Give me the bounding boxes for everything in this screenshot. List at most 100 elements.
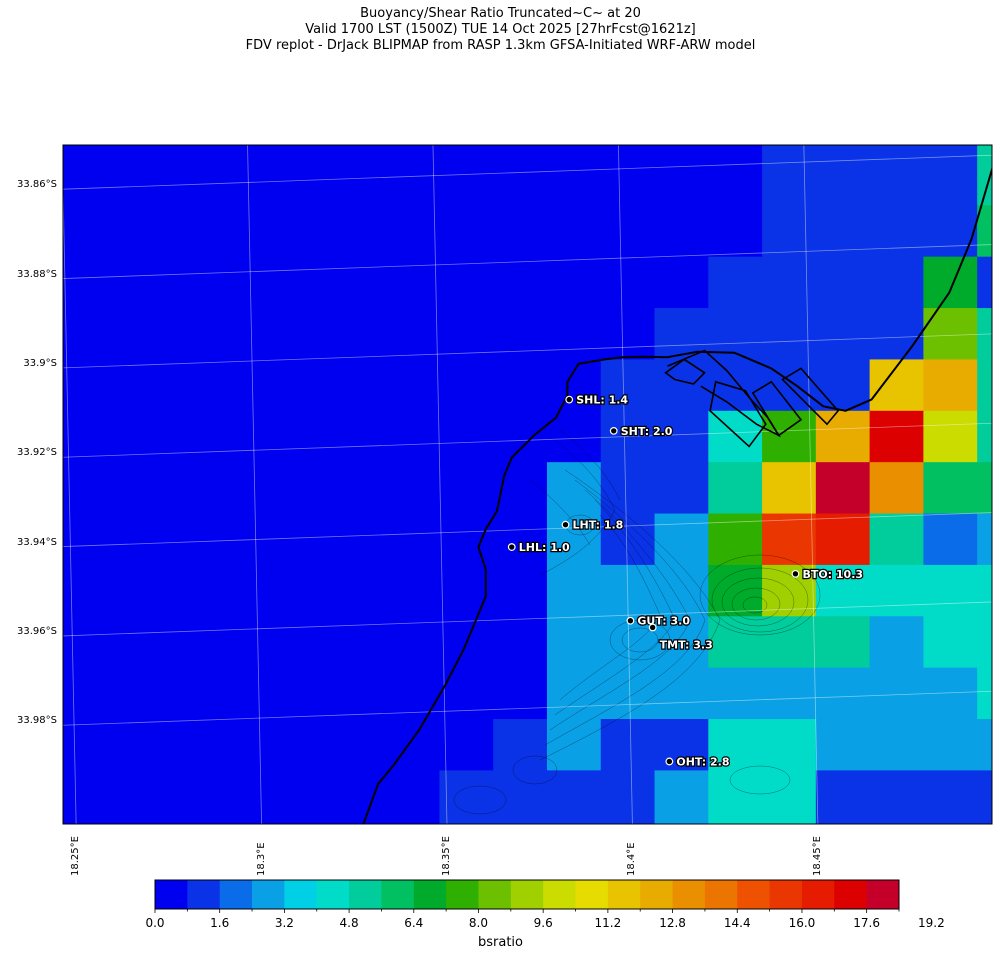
field-cell (116, 564, 172, 617)
field-cell (278, 153, 333, 206)
colorbar-swatch (834, 880, 868, 909)
field-cell (869, 667, 924, 720)
field-cell (493, 770, 548, 824)
field-cell (493, 564, 548, 617)
field-cell (600, 205, 656, 258)
colorbar-tick-label: 3.2 (274, 916, 294, 930)
latitude-label: 33.86°S (17, 179, 57, 191)
field-cell (708, 513, 763, 566)
field-cell (331, 205, 387, 258)
field-cell (977, 616, 992, 669)
field-cell (815, 564, 871, 617)
latitude-label: 33.98°S (17, 715, 57, 727)
colorbar-swatch (704, 880, 738, 909)
field-cell (600, 145, 656, 155)
field-cell (654, 564, 709, 617)
field-cell (385, 359, 441, 412)
field-cell (493, 667, 548, 720)
station-marker[interactable] (648, 623, 657, 632)
field-cell (116, 770, 172, 824)
field-cell (869, 770, 924, 824)
field-cell (170, 205, 225, 258)
station-marker[interactable] (609, 426, 618, 435)
colorbar (154, 879, 900, 913)
field-cell (385, 308, 441, 361)
terrain-contour (729, 765, 791, 795)
field-cell (439, 410, 494, 463)
station-marker[interactable] (561, 520, 570, 529)
field-cell (815, 205, 871, 258)
terrain-contours (453, 429, 821, 815)
station-marker[interactable] (626, 616, 635, 625)
field-cell (923, 359, 978, 412)
field-cell (600, 564, 656, 617)
colorbar-swatch (866, 880, 900, 909)
field-cell (170, 308, 225, 361)
field-cell (600, 256, 656, 309)
parallel-line (63, 512, 992, 547)
field-cell (708, 256, 763, 309)
field-cell (708, 145, 763, 155)
field-cell (708, 719, 763, 771)
station-marker[interactable] (665, 757, 674, 766)
parallel-line (63, 422, 992, 458)
colorbar-swatch (478, 880, 512, 909)
field-cell (63, 462, 118, 515)
coastline (362, 165, 992, 824)
field-cell (654, 145, 709, 155)
graticule (63, 145, 992, 824)
field-cell (546, 410, 602, 463)
field-cell (869, 616, 924, 669)
field-cell (224, 513, 279, 566)
field-cell (331, 667, 387, 720)
field-cell (762, 410, 817, 463)
field-cell (923, 770, 978, 824)
field-cell (977, 462, 992, 515)
field-cell (224, 359, 279, 412)
field-cell (224, 719, 279, 771)
field-cell (385, 256, 441, 309)
field-cell (600, 410, 656, 463)
field-cell (170, 359, 225, 412)
harbour-basin (709, 380, 767, 448)
field-cell (63, 770, 118, 824)
field-cell (116, 153, 172, 206)
station-marker[interactable] (791, 569, 800, 578)
field-cell (385, 410, 441, 463)
field-cell (600, 513, 656, 566)
field-cell (546, 719, 602, 771)
field-cell (869, 564, 924, 617)
field-cell (331, 770, 387, 824)
field-cell (439, 770, 494, 824)
field-cell (923, 719, 978, 771)
colorbar-tick-label: 11.2 (594, 916, 622, 930)
colorbar-tick-label: 6.4 (404, 916, 424, 930)
longitude-label: 18.3°E (255, 842, 267, 876)
field-cell (815, 462, 871, 515)
station-label: LHL: 1.0 (519, 541, 570, 554)
field-cell (63, 145, 118, 155)
station-label: SHL: 1.4 (576, 394, 628, 407)
field-cell (762, 462, 817, 515)
field-cell (762, 205, 817, 258)
field-cell (923, 205, 978, 258)
terrain-contour (609, 619, 671, 661)
field-cell (63, 153, 118, 206)
parallel-line (63, 333, 992, 369)
field-cell (224, 462, 279, 515)
colorbar-tick-label: 8.0 (468, 916, 489, 930)
field-cell (116, 667, 172, 720)
harbour-basin (664, 358, 706, 385)
field-cell (116, 462, 172, 515)
field-cell (439, 513, 494, 566)
field-cell (869, 145, 924, 155)
field-cell (546, 359, 602, 412)
field-cell (224, 308, 279, 361)
field-cell (923, 153, 978, 206)
colorbar-swatch (284, 880, 318, 909)
field-cell (815, 145, 871, 155)
colorbar-tick-label: 19.2 (917, 916, 945, 930)
station-marker[interactable] (507, 543, 516, 551)
station-marker[interactable] (565, 395, 574, 404)
